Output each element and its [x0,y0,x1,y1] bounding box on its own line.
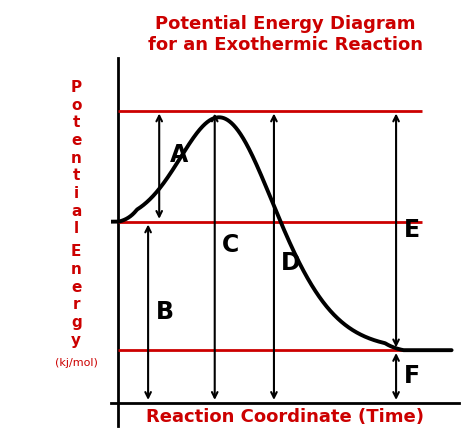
Text: r: r [73,297,80,312]
Text: g: g [71,315,82,330]
Text: E: E [403,218,419,242]
Text: A: A [170,143,189,167]
Text: P: P [71,80,82,95]
X-axis label: Reaction Coordinate (Time): Reaction Coordinate (Time) [146,408,424,426]
Text: e: e [71,133,82,148]
Text: l: l [74,222,79,237]
Text: B: B [155,300,173,324]
Text: i: i [74,186,79,201]
Text: t: t [73,115,80,130]
Text: a: a [71,204,82,219]
Text: o: o [71,98,82,113]
Title: Potential Energy Diagram
for an Exothermic Reaction: Potential Energy Diagram for an Exotherm… [147,15,422,54]
Text: D: D [282,251,301,275]
Text: n: n [71,262,82,277]
Text: y: y [71,333,82,348]
Text: E: E [71,245,82,259]
Text: F: F [403,365,419,389]
Text: C: C [222,233,239,257]
Text: e: e [71,280,82,295]
Text: t: t [73,168,80,183]
Text: n: n [71,151,82,166]
Text: (kj/mol): (kj/mol) [55,358,98,368]
